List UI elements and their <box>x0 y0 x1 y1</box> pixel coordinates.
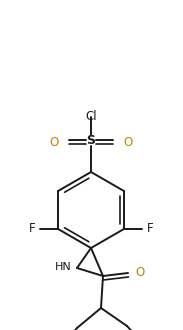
Text: HN: HN <box>55 262 72 272</box>
Text: F: F <box>29 222 35 236</box>
Text: O: O <box>50 136 59 148</box>
Text: O: O <box>135 267 144 280</box>
Text: F: F <box>147 222 154 236</box>
Text: O: O <box>123 136 132 148</box>
Text: S: S <box>87 134 96 147</box>
Text: Cl: Cl <box>85 110 97 123</box>
